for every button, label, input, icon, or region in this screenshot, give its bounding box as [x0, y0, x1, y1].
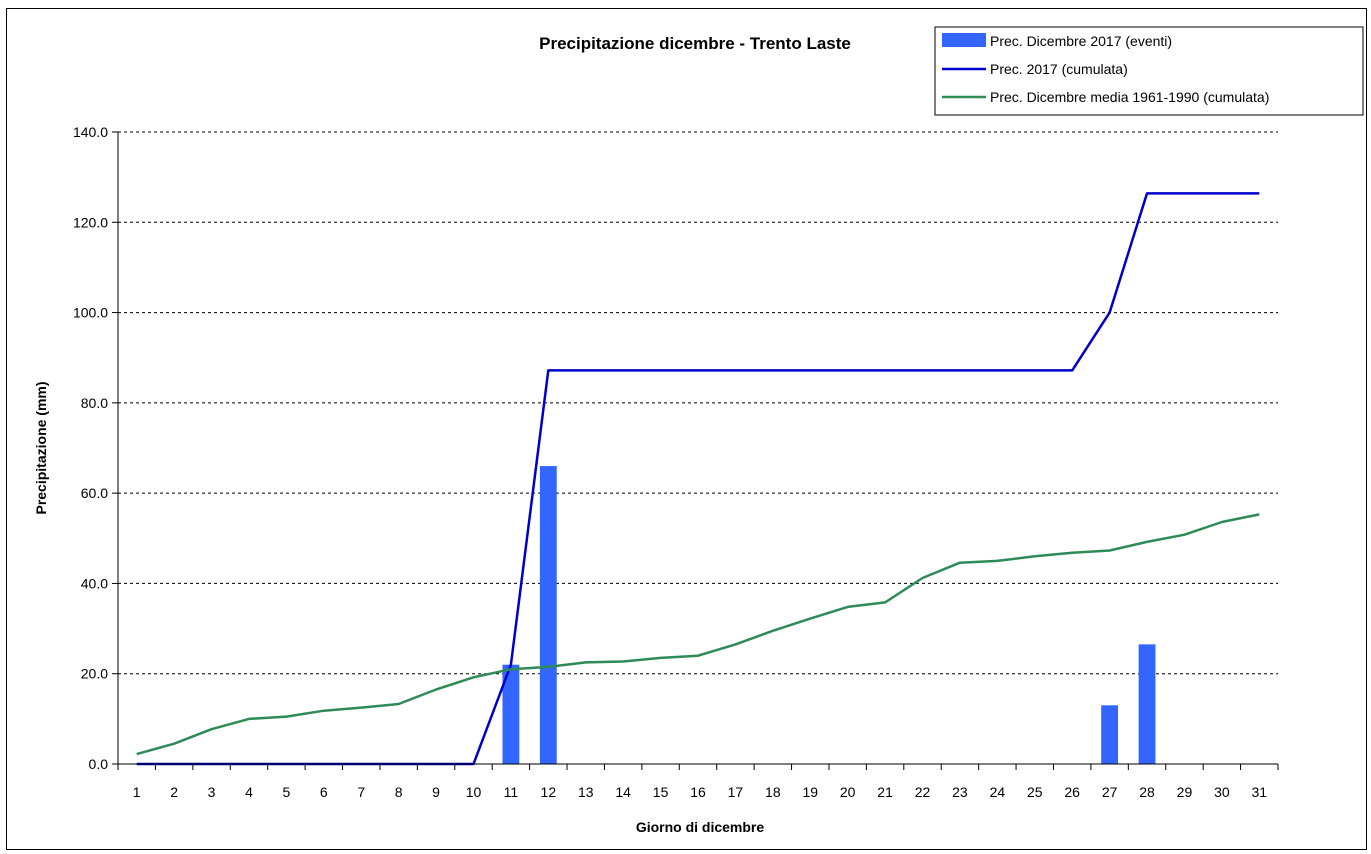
line-cumulative-2017	[136, 192, 1260, 766]
x-axis-title: Giorno di dicembre	[636, 819, 765, 835]
x-tick-label: 11	[504, 784, 519, 800]
x-tick-label: 16	[690, 784, 706, 800]
x-tick-label: 24	[990, 784, 1006, 800]
x-tick-label: 10	[466, 784, 482, 800]
bar-event	[502, 664, 520, 764]
y-tick-label: 40.0	[81, 575, 108, 591]
x-tick-label: 8	[395, 784, 403, 800]
legend-label-cumulative-2017: Prec. 2017 (cumulata)	[990, 61, 1128, 77]
x-tick-label: 27	[1102, 784, 1118, 800]
x-tick-label: 6	[320, 784, 328, 800]
gridlines	[118, 131, 1278, 675]
x-tick-label: 7	[357, 784, 365, 800]
line-mean-cumulative	[136, 513, 1260, 756]
x-tick-label: 9	[432, 784, 440, 800]
y-tick-labels: 0.0 20.0 40.0 60.0 80.0 100.0 120.0 140.0	[73, 124, 108, 772]
y-tick-label: 80.0	[81, 395, 108, 411]
x-tick-label: 3	[208, 784, 216, 800]
x-tick-label: 17	[728, 784, 744, 800]
x-tick-labels: 1 2 3 4 5 6 7 8 9 10 11 12 13 14 15 16 17 18 19 20 21 22 23 24 2…	[133, 784, 1267, 800]
x-tick-label: 1	[133, 784, 141, 800]
x-tick-label: 28	[1139, 784, 1155, 800]
chart-title: Precipitazione dicembre - Trento Laste	[539, 34, 851, 53]
legend-swatch-events	[942, 33, 986, 47]
y-tick-label: 0.0	[89, 756, 109, 772]
y-tick-label: 60.0	[81, 485, 108, 501]
legend-label-events: Prec. Dicembre 2017 (eventi)	[990, 33, 1172, 49]
bar-series	[502, 466, 1156, 764]
x-tick-label: 22	[915, 784, 931, 800]
axes	[112, 131, 1279, 770]
bar-event	[1138, 644, 1156, 764]
x-tick-label: 2	[170, 784, 178, 800]
x-tick-label: 23	[952, 784, 968, 800]
bar-event	[539, 466, 557, 764]
y-tick-label: 20.0	[81, 666, 108, 682]
x-tick-label: 12	[541, 784, 557, 800]
x-tick-label: 18	[765, 784, 781, 800]
x-tick-label: 31	[1252, 784, 1268, 800]
x-tick-label: 25	[1027, 784, 1043, 800]
line-series	[136, 192, 1260, 766]
x-tick-label: 13	[578, 784, 594, 800]
x-tick-label: 29	[1177, 784, 1193, 800]
x-tick-label: 14	[615, 784, 631, 800]
x-tick-label: 4	[245, 784, 253, 800]
x-tick-label: 26	[1064, 784, 1080, 800]
y-axis-title: Precipitazione (mm)	[33, 381, 49, 514]
x-tick-label: 21	[877, 784, 893, 800]
legend-label-mean-cumulative: Prec. Dicembre media 1961-1990 (cumulata…	[990, 89, 1269, 105]
legend-box	[934, 26, 1364, 116]
y-tick-label: 140.0	[73, 124, 108, 140]
y-tick-label: 100.0	[73, 305, 108, 321]
x-tick-label: 5	[282, 784, 290, 800]
x-tick-label: 20	[840, 784, 856, 800]
x-tick-label: 19	[802, 784, 818, 800]
x-tick-label: 15	[653, 784, 669, 800]
x-tick-label: 30	[1214, 784, 1230, 800]
y-tick-label: 120.0	[73, 214, 108, 230]
legend: Prec. Dicembre 2017 (eventi) Prec. 2017 …	[934, 26, 1364, 116]
bar-event	[1101, 705, 1119, 764]
